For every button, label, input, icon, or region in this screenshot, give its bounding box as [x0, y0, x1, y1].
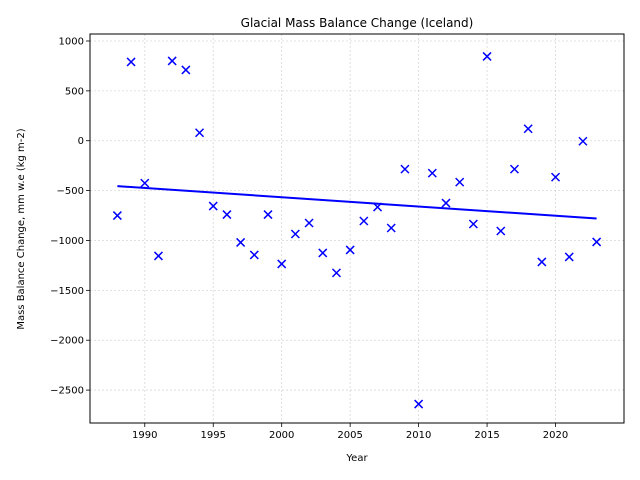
x-tick-label: 2015	[474, 430, 499, 441]
data-point	[263, 210, 273, 220]
data-point	[345, 245, 355, 255]
data-point	[167, 56, 177, 66]
data-point	[318, 248, 328, 258]
data-point	[304, 218, 314, 228]
y-tick-label: 0	[78, 136, 84, 147]
data-point	[112, 211, 122, 221]
plot-frame	[89, 33, 625, 424]
data-point	[414, 399, 424, 409]
data-point	[222, 210, 232, 220]
data-point	[195, 128, 205, 138]
data-point	[509, 164, 519, 174]
grid	[90, 34, 624, 423]
data-point	[208, 201, 218, 211]
x-tick-label: 1995	[201, 430, 226, 441]
data-point	[153, 251, 163, 261]
x-tick-label: 2000	[269, 430, 294, 441]
y-tick-label: 500	[65, 86, 84, 97]
chart-title: Glacial Mass Balance Change (Iceland)	[241, 16, 474, 30]
data-point	[181, 65, 191, 75]
x-tick-label: 2005	[337, 430, 362, 441]
data-point	[468, 219, 478, 229]
data-point	[564, 252, 574, 262]
data-point	[140, 178, 150, 188]
data-point	[236, 237, 246, 247]
y-tick-label: −2500	[50, 386, 84, 397]
trendline-group	[117, 185, 597, 220]
x-tick-label: 2020	[543, 430, 568, 441]
trendline	[117, 185, 597, 220]
data-point	[373, 202, 383, 212]
data-point	[126, 57, 136, 67]
y-tick-label: −2000	[50, 336, 84, 347]
data-point	[359, 216, 369, 226]
data-point	[578, 136, 588, 146]
data-point	[537, 257, 547, 267]
data-point	[400, 164, 410, 174]
data-point	[592, 237, 602, 247]
data-point	[455, 177, 465, 187]
data-point	[551, 172, 561, 182]
x-axis-label: Year	[345, 453, 368, 464]
data-point	[290, 229, 300, 239]
y-tick-label: −1000	[50, 236, 84, 247]
y-axis: 1000 500 0 −500 −1000 −1500 −2000 −2500	[50, 36, 90, 397]
data-point	[277, 259, 287, 269]
x-axis: 1990 1995 2000 2005 2010 2015 2020	[132, 423, 568, 441]
data-point	[427, 168, 437, 178]
data-point	[386, 223, 396, 233]
data-point	[482, 51, 492, 61]
y-tick-label: 1000	[59, 36, 84, 47]
y-tick-label: −1500	[50, 286, 84, 297]
data-point	[441, 198, 451, 208]
data-points	[112, 51, 602, 409]
data-point	[496, 226, 506, 236]
x-tick-label: 1990	[132, 430, 157, 441]
x-tick-label: 2010	[406, 430, 431, 441]
data-point	[523, 124, 533, 134]
y-axis-label: Mass Balance Change, mm w.e (kg m-2)	[16, 128, 27, 329]
data-point	[331, 268, 341, 278]
y-tick-label: −500	[57, 186, 84, 197]
data-point	[249, 250, 259, 260]
